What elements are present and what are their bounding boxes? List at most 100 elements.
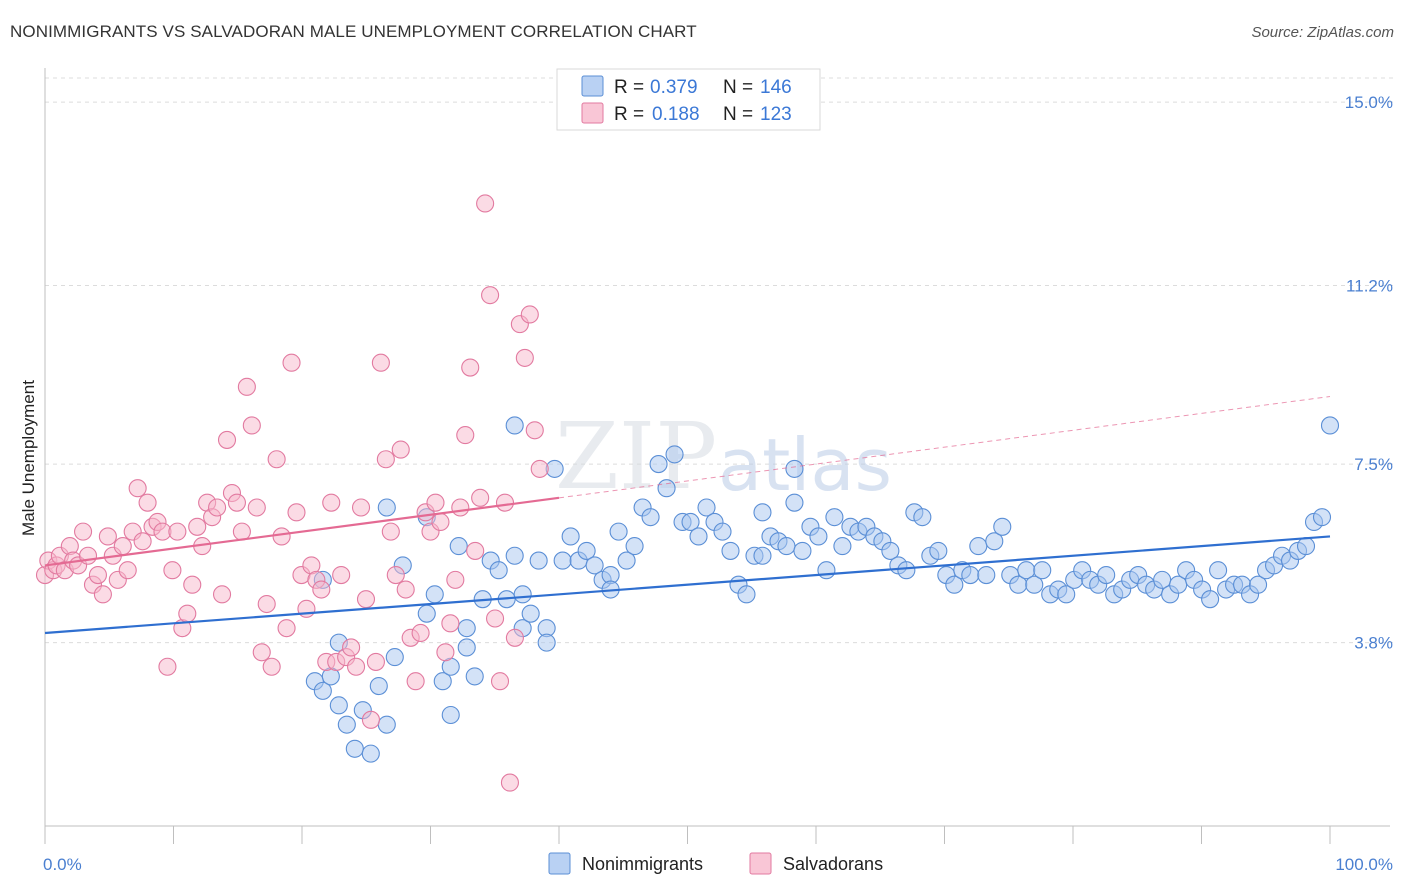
point-salvadorans: [242, 416, 261, 435]
point-salvadorans: [98, 527, 117, 546]
point-nonimmigrants: [809, 527, 828, 546]
point-salvadorans: [396, 580, 415, 599]
point-salvadorans: [332, 566, 351, 585]
point-nonimmigrants: [505, 546, 524, 565]
point-salvadorans: [351, 498, 371, 517]
point-nonimmigrants: [385, 648, 404, 667]
point-nonimmigrants: [377, 715, 396, 734]
legend-bottom-label-salvadorans: Salvadorans: [783, 854, 883, 874]
point-salvadorans: [386, 566, 405, 585]
x-tick-label: 0.0%: [43, 855, 82, 874]
trend-lines: [44, 396, 1331, 635]
point-nonimmigrants: [793, 541, 812, 560]
point-nonimmigrants: [345, 739, 364, 758]
point-nonimmigrants: [1097, 566, 1116, 585]
point-nonimmigrants: [713, 522, 732, 541]
legend-n-label: N =: [723, 77, 753, 98]
point-nonimmigrants: [753, 503, 772, 522]
point-salvadorans: [252, 643, 271, 662]
point-salvadorans: [391, 440, 410, 459]
point-nonimmigrants: [737, 585, 756, 604]
point-nonimmigrants: [417, 604, 436, 623]
point-salvadorans: [426, 493, 445, 512]
point-salvadorans: [138, 493, 157, 512]
point-salvadorans: [247, 498, 266, 517]
point-nonimmigrants: [337, 715, 356, 734]
point-salvadorans: [366, 652, 385, 671]
point-salvadorans: [471, 488, 490, 507]
point-salvadorans: [486, 609, 505, 628]
point-salvadorans: [74, 522, 93, 541]
point-nonimmigrants: [1320, 416, 1340, 435]
point-salvadorans: [520, 305, 539, 324]
point-nonimmigrants: [361, 744, 380, 763]
point-nonimmigrants: [681, 512, 700, 532]
point-nonimmigrants: [929, 541, 948, 560]
point-nonimmigrants: [617, 551, 636, 570]
point-salvadorans: [371, 353, 390, 372]
point-salvadorans: [381, 522, 400, 541]
legend-bottom-swatch-salvadorans: [749, 852, 772, 875]
legend-bottom: Nonimmigrants Salvadorans: [548, 852, 883, 875]
trend-line-nonimmigrants: [44, 535, 1331, 635]
point-nonimmigrants: [513, 585, 532, 604]
point-salvadorans: [212, 585, 232, 604]
watermark-atlas: atlas: [718, 423, 892, 507]
legend-r-label: R =: [614, 77, 644, 98]
point-nonimmigrants: [777, 537, 796, 556]
point-salvadorans: [287, 503, 306, 522]
point-salvadorans: [312, 580, 331, 599]
point-salvadorans: [133, 532, 152, 551]
point-nonimmigrants: [625, 537, 644, 556]
point-nonimmigrants: [641, 508, 660, 527]
legend-swatch-nonimmigrants: [581, 75, 604, 97]
legend-n-value-salvadorans: 123: [760, 104, 792, 125]
point-nonimmigrants: [833, 537, 852, 556]
point-nonimmigrants: [329, 696, 348, 715]
point-salvadorans: [188, 517, 207, 536]
point-nonimmigrants: [689, 527, 708, 546]
point-salvadorans: [500, 773, 519, 792]
point-nonimmigrants: [825, 508, 844, 527]
point-nonimmigrants: [785, 459, 804, 478]
legend-r-value-nonimmigrants: 0.379: [650, 77, 698, 98]
point-nonimmigrants: [521, 604, 540, 623]
data-points: [35, 194, 1340, 792]
point-nonimmigrants: [1201, 590, 1220, 609]
point-salvadorans: [490, 672, 510, 691]
watermark: ZIP atlas: [555, 403, 892, 510]
point-nonimmigrants: [609, 522, 628, 541]
point-salvadorans: [436, 643, 455, 662]
point-salvadorans: [237, 377, 256, 396]
point-salvadorans: [227, 493, 246, 512]
point-nonimmigrants: [577, 541, 596, 560]
point-nonimmigrants: [433, 672, 452, 691]
point-salvadorans: [272, 527, 291, 546]
point-salvadorans: [217, 430, 237, 449]
point-salvadorans: [277, 619, 296, 638]
point-nonimmigrants: [985, 532, 1004, 551]
point-salvadorans: [262, 657, 281, 676]
point-salvadorans: [232, 522, 251, 541]
point-nonimmigrants: [313, 681, 332, 700]
point-salvadorans: [361, 710, 381, 729]
point-nonimmigrants: [785, 493, 804, 512]
point-salvadorans: [88, 566, 107, 585]
point-nonimmigrants: [817, 561, 836, 580]
y-tick-label: 11.2%: [1346, 277, 1393, 296]
point-salvadorans: [530, 459, 549, 478]
point-nonimmigrants: [465, 667, 484, 686]
legend-bottom-swatch-nonimmigrants: [548, 852, 571, 875]
point-salvadorans: [347, 657, 366, 676]
point-nonimmigrants: [489, 561, 508, 580]
point-salvadorans: [158, 657, 177, 676]
point-salvadorans: [282, 353, 301, 372]
legend-bottom-label-nonimmigrants: Nonimmigrants: [582, 854, 703, 874]
point-salvadorans: [481, 286, 500, 305]
point-nonimmigrants: [457, 638, 476, 657]
point-salvadorans: [168, 522, 187, 541]
point-salvadorans: [128, 479, 147, 498]
legend-n-value-nonimmigrants: 146: [760, 77, 792, 98]
point-nonimmigrants: [1033, 561, 1052, 580]
